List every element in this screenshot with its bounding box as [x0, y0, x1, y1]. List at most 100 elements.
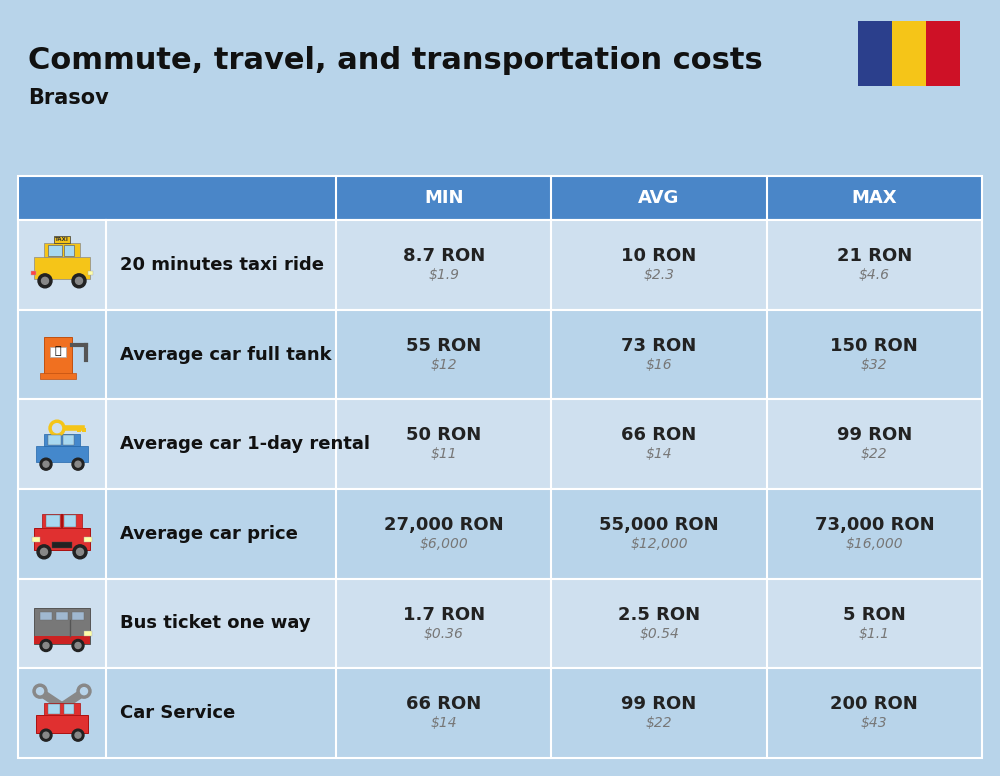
Text: Brasov: Brasov: [28, 88, 109, 108]
Bar: [64, 245, 74, 256]
Text: 200 RON: 200 RON: [830, 695, 918, 713]
Text: $1.9: $1.9: [428, 268, 459, 282]
Text: 66 RON: 66 RON: [621, 426, 697, 444]
Text: 73 RON: 73 RON: [621, 337, 697, 355]
Bar: [858, 21, 892, 86]
Bar: [36, 715, 88, 733]
Circle shape: [75, 733, 81, 738]
Text: $22: $22: [861, 447, 888, 461]
Circle shape: [72, 639, 84, 652]
Text: $11: $11: [430, 447, 457, 461]
Text: $0.36: $0.36: [424, 626, 464, 640]
Bar: [48, 435, 61, 445]
Text: 99 RON: 99 RON: [837, 426, 912, 444]
Circle shape: [72, 458, 84, 470]
Bar: [56, 611, 68, 619]
Bar: [34, 257, 90, 279]
Text: MIN: MIN: [424, 189, 463, 207]
Bar: [64, 704, 74, 714]
Circle shape: [72, 729, 84, 741]
Text: $22: $22: [646, 716, 672, 730]
Text: 150 RON: 150 RON: [830, 337, 918, 355]
Bar: [88, 271, 93, 275]
Text: 20 minutes taxi ride: 20 minutes taxi ride: [120, 256, 324, 274]
Circle shape: [38, 274, 52, 288]
Circle shape: [43, 733, 49, 738]
Circle shape: [76, 277, 82, 284]
Text: $14: $14: [430, 716, 457, 730]
Text: 💧: 💧: [55, 347, 61, 356]
Text: Car Service: Car Service: [120, 704, 235, 722]
Bar: [18, 176, 982, 220]
Bar: [72, 611, 84, 619]
Circle shape: [42, 277, 48, 284]
Bar: [64, 514, 76, 527]
Bar: [48, 245, 62, 256]
Bar: [42, 514, 82, 528]
Circle shape: [75, 643, 81, 649]
Bar: [46, 514, 60, 527]
Text: $0.54: $0.54: [639, 626, 679, 640]
Text: 73,000 RON: 73,000 RON: [815, 516, 934, 534]
Text: $12: $12: [430, 358, 457, 372]
Bar: [18, 668, 982, 758]
Bar: [18, 400, 982, 489]
Bar: [44, 337, 72, 375]
Bar: [77, 428, 81, 432]
Circle shape: [33, 684, 47, 698]
Text: $2.3: $2.3: [644, 268, 674, 282]
Text: $32: $32: [861, 358, 888, 372]
Text: 8.7 RON: 8.7 RON: [403, 247, 485, 265]
Text: $14: $14: [646, 447, 672, 461]
Text: Average car full tank: Average car full tank: [120, 345, 332, 363]
Text: 5 RON: 5 RON: [843, 605, 906, 623]
Text: $6,000: $6,000: [419, 537, 468, 551]
Circle shape: [73, 545, 87, 559]
Circle shape: [77, 684, 91, 698]
Text: AVG: AVG: [638, 189, 680, 207]
Circle shape: [52, 424, 62, 433]
Circle shape: [49, 420, 65, 436]
Bar: [48, 704, 60, 714]
Bar: [32, 537, 40, 542]
Text: MAX: MAX: [852, 189, 897, 207]
Bar: [84, 537, 92, 542]
Text: $16: $16: [646, 358, 672, 372]
Text: 10 RON: 10 RON: [621, 247, 697, 265]
Bar: [50, 347, 66, 356]
Text: $12,000: $12,000: [630, 537, 688, 551]
Bar: [40, 611, 52, 619]
Bar: [52, 542, 72, 548]
Text: Average car 1-day rental: Average car 1-day rental: [120, 435, 370, 453]
Bar: [31, 271, 36, 275]
Circle shape: [40, 458, 52, 470]
Bar: [44, 243, 80, 257]
Text: 55,000 RON: 55,000 RON: [599, 516, 719, 534]
Bar: [18, 489, 982, 579]
Circle shape: [75, 461, 81, 467]
Circle shape: [37, 545, 51, 559]
Bar: [63, 435, 74, 445]
Bar: [18, 579, 982, 668]
Text: $16,000: $16,000: [846, 537, 903, 551]
Text: 66 RON: 66 RON: [406, 695, 481, 713]
Text: Commute, travel, and transportation costs: Commute, travel, and transportation cost…: [28, 46, 763, 75]
Circle shape: [80, 688, 88, 695]
Text: 1.7 RON: 1.7 RON: [403, 605, 485, 623]
Text: $43: $43: [861, 716, 888, 730]
Bar: [892, 21, 926, 86]
Bar: [34, 608, 90, 643]
Text: $1.1: $1.1: [859, 626, 890, 640]
Bar: [34, 636, 90, 643]
Text: 21 RON: 21 RON: [837, 247, 912, 265]
Bar: [82, 428, 86, 432]
Circle shape: [36, 688, 44, 695]
Circle shape: [72, 274, 86, 288]
Text: 50 RON: 50 RON: [406, 426, 481, 444]
Bar: [44, 703, 80, 715]
Circle shape: [76, 549, 84, 556]
Circle shape: [40, 549, 48, 556]
Text: 2.5 RON: 2.5 RON: [618, 605, 700, 623]
Circle shape: [43, 461, 49, 467]
Bar: [84, 630, 92, 636]
